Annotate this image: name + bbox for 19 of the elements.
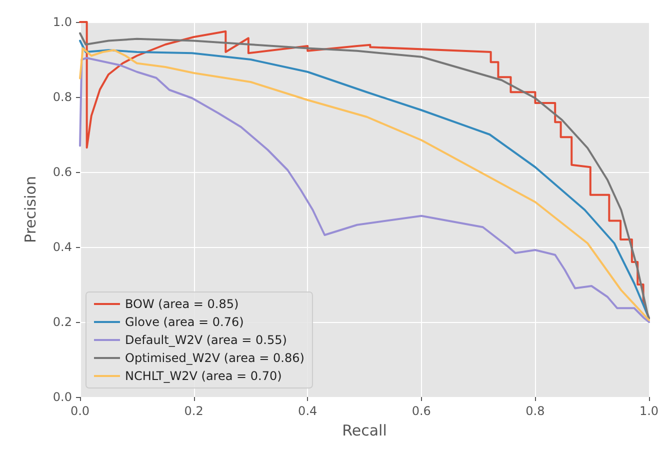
x-tick-label: 0.4 (298, 404, 318, 418)
x-tick-label: 0.6 (412, 404, 431, 418)
y-tick-label: 0.8 (52, 90, 72, 104)
legend-label: Glove (area = 0.76) (125, 315, 244, 329)
y-axis-title: Precision (22, 176, 40, 243)
y-tick-label: 1.0 (52, 15, 72, 29)
y-tick-label: 0.0 (52, 390, 72, 404)
legend-label: BOW (area = 0.85) (125, 297, 239, 311)
y-tick-label: 0.2 (52, 315, 72, 329)
x-tick-label: 0.2 (184, 404, 204, 418)
legend-label: Optimised_W2V (area = 0.86) (125, 351, 304, 365)
x-tick-label: 1.0 (639, 404, 659, 418)
legend-label: NCHLT_W2V (area = 0.70) (125, 369, 282, 383)
y-tick-label: 0.4 (52, 240, 72, 254)
x-axis-title: Recall (342, 422, 387, 440)
x-tick-label: 0.8 (526, 404, 545, 418)
y-tick-label: 0.6 (52, 165, 72, 179)
x-tick-label: 0.0 (70, 404, 90, 418)
legend-label: Default_W2V (area = 0.55) (125, 333, 287, 347)
